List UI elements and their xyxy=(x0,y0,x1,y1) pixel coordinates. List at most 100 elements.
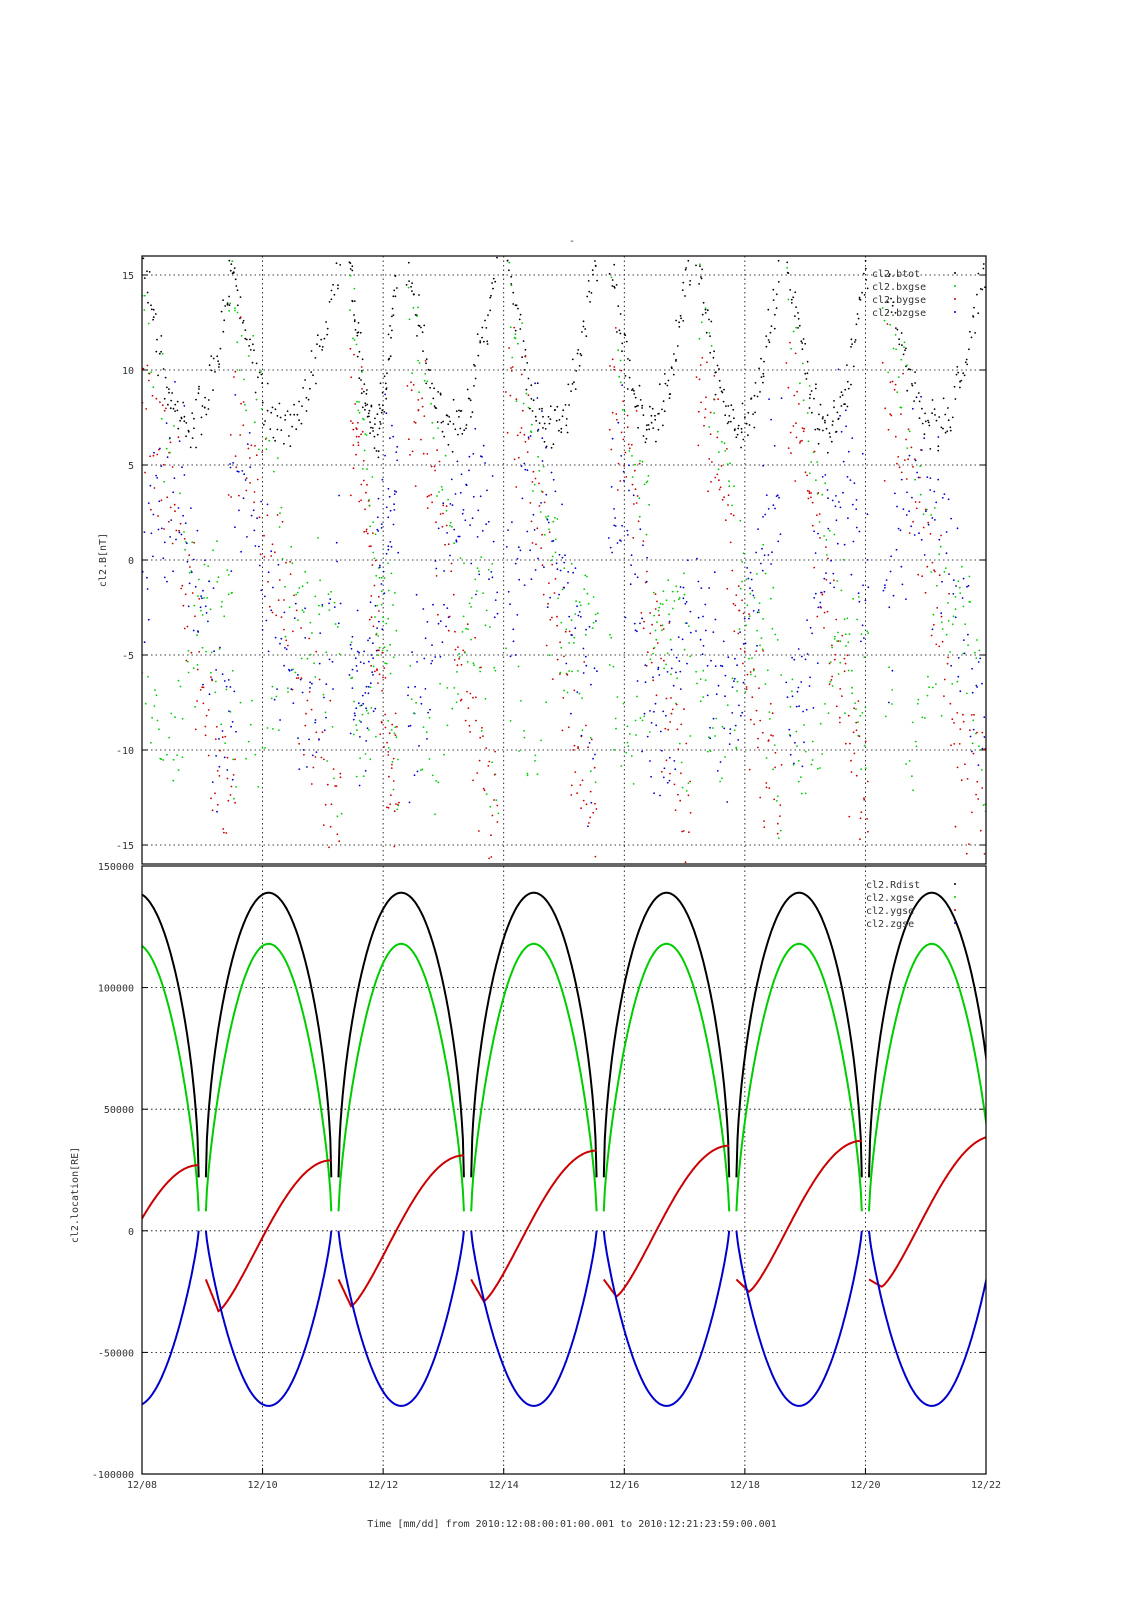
cl2-bzgse-point xyxy=(204,605,207,608)
cl2-bzgse-point xyxy=(901,583,904,586)
cl2-bygse-point xyxy=(843,657,846,660)
cl2-bxgse-point xyxy=(940,621,943,624)
cl2-bygse-point xyxy=(688,831,690,834)
cl2-bygse-point xyxy=(900,471,903,474)
cl2-bygse-point xyxy=(572,749,575,751)
cl2-bygse-point xyxy=(469,731,471,733)
cl2-bzgse-point xyxy=(850,573,853,576)
cl2-bygse-point xyxy=(412,384,415,386)
cl2-bygse-point xyxy=(626,414,629,417)
cl2-bxgse-point xyxy=(769,718,771,720)
cl2-bzgse-point xyxy=(934,519,936,521)
cl2-bxgse-point xyxy=(326,760,328,762)
cl2-bzgse-point xyxy=(215,755,218,757)
cl2-bygse-point xyxy=(496,804,499,807)
cl2-btot-point xyxy=(195,398,197,401)
legend-marker xyxy=(954,311,956,313)
cl2-bzgse-point xyxy=(763,554,766,557)
cl2-bxgse-point xyxy=(523,736,526,739)
cl2-bzgse-point xyxy=(360,721,362,723)
cl2-bxgse-point xyxy=(756,573,758,575)
cl2-bzgse-point xyxy=(228,710,230,712)
cl2-bygse-point xyxy=(593,766,596,769)
cl2-btot-point xyxy=(621,342,624,345)
y-tick-label: -5 xyxy=(122,651,134,662)
cl2-btot-point xyxy=(369,421,371,424)
cl2-bxgse-point xyxy=(666,652,669,655)
cl2-bzgse-point xyxy=(537,428,540,431)
cl2-bygse-point xyxy=(189,566,191,568)
cl2-bxgse-point xyxy=(958,586,961,589)
cl2-bxgse-point xyxy=(424,373,427,375)
cl2-bygse-point xyxy=(971,811,973,814)
cl2-bzgse-point xyxy=(633,622,636,625)
cl2-bxgse-point xyxy=(943,570,946,573)
cl2-bygse-point xyxy=(716,436,719,439)
cl2-btot-point xyxy=(700,276,702,278)
cl2-bxgse-point xyxy=(669,638,672,641)
x-tick-label: 12/10 xyxy=(248,1480,278,1491)
cl2-btot-point xyxy=(276,415,279,417)
cl2-bygse-point xyxy=(396,725,398,728)
cl2-bzgse-point xyxy=(719,761,722,763)
cl2-bxgse-point xyxy=(231,260,234,263)
cl2-bxgse-point xyxy=(207,565,210,568)
cl2-bxgse-point xyxy=(844,712,846,714)
cl2-bxgse-point xyxy=(153,705,156,707)
cl2-btot-point xyxy=(289,413,292,416)
cl2-bygse-point xyxy=(261,451,264,453)
cl2-bygse-point xyxy=(483,789,486,792)
cl2-bzgse-point xyxy=(338,494,340,497)
cl2-btot-point xyxy=(742,438,745,441)
cl2-bxgse-point xyxy=(581,729,584,732)
cl2-bzgse-point xyxy=(505,546,508,548)
cl2-btot-point xyxy=(684,268,687,271)
cl2-bygse-point xyxy=(263,555,266,558)
cl2-bxgse-point xyxy=(296,591,299,594)
cl2-bygse-point xyxy=(785,362,788,364)
cl2-bzgse-point xyxy=(424,688,427,690)
cl2-bygse-point xyxy=(167,520,170,523)
cl2-btot-point xyxy=(276,428,279,431)
cl2-bzgse-point xyxy=(431,644,433,646)
cl2-bxgse-point xyxy=(689,655,692,658)
cl2-bygse-point xyxy=(658,614,660,617)
cl2-bygse-point xyxy=(627,443,630,446)
cl2-bxgse-point xyxy=(560,646,563,649)
cl2-bxgse-point xyxy=(612,665,615,668)
cl2-btot-point xyxy=(768,341,771,344)
cl2-bygse-point xyxy=(677,748,680,751)
cl2-bygse-point xyxy=(594,855,597,858)
cl2-bzgse-point xyxy=(197,631,200,633)
cl2-bxgse-point xyxy=(352,337,354,340)
cl2-bxgse-point xyxy=(667,579,670,582)
cl2-bzgse-point xyxy=(830,559,832,562)
cl2-bxgse-point xyxy=(194,705,197,708)
cl2-bxgse-point xyxy=(200,609,202,612)
cl2-btot-point xyxy=(555,419,558,422)
cl2-bxgse-point xyxy=(441,488,444,491)
cl2-bxgse-point xyxy=(306,657,309,660)
cl2-bzgse-point xyxy=(931,628,934,631)
cl2-bygse-point xyxy=(417,399,420,401)
cl2-bygse-point xyxy=(357,421,359,424)
cl2-bxgse-point xyxy=(239,701,242,704)
cl2-bygse-point xyxy=(386,806,388,809)
cl2-btot-point xyxy=(375,450,378,452)
cl2-bzgse-point xyxy=(809,676,811,679)
cl2-bzgse-point xyxy=(962,577,965,580)
cl2-btot-point xyxy=(740,446,742,449)
cl2-bzgse-point xyxy=(836,542,839,545)
cl2-bxgse-point xyxy=(494,669,497,672)
cl2-btot-point xyxy=(658,383,661,386)
cl2-bygse-point xyxy=(811,501,814,504)
cl2-btot-point xyxy=(931,399,934,401)
cl2-bzgse-point xyxy=(857,592,860,595)
cl2-btot-point xyxy=(489,309,492,312)
cl2-btot-point xyxy=(279,416,282,419)
cl2-bygse-point xyxy=(394,734,397,737)
cl2-bxgse-point xyxy=(568,642,571,644)
cl2-bzgse-point xyxy=(685,622,688,624)
cl2-bygse-point xyxy=(161,404,164,407)
cl2-btot-point xyxy=(368,409,371,412)
